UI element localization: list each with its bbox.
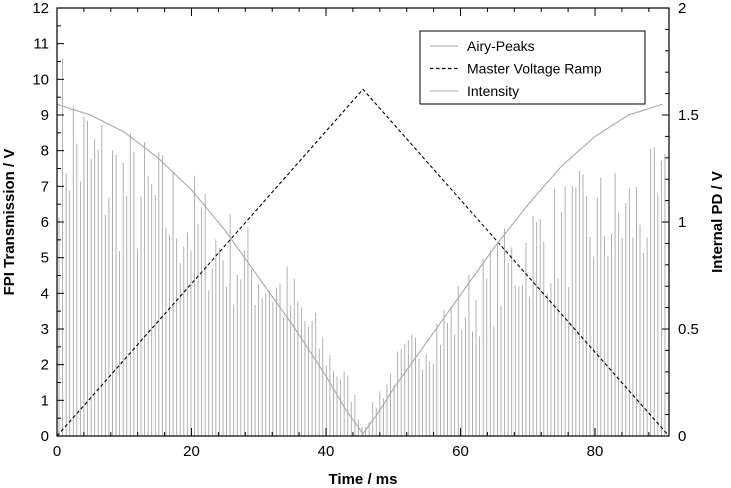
legend-label: Intensity <box>467 83 519 99</box>
line-series-layer <box>56 88 670 437</box>
master-voltage-ramp-line <box>56 88 670 437</box>
y-left-tick-label: 3 <box>41 321 49 338</box>
y-left-tick-label: 1 <box>41 392 49 409</box>
legend-label: Airy-Peaks <box>467 38 535 54</box>
y-left-tick-label: 2 <box>41 357 49 374</box>
intensity-line <box>56 103 663 435</box>
y-left-tick-label: 5 <box>41 250 49 267</box>
y-left-tick-label: 6 <box>41 214 49 231</box>
x-tick-label: 80 <box>587 443 604 460</box>
y-left-tick-label: 9 <box>41 107 49 124</box>
y-right-axis-title: Internal PD / V <box>709 171 726 273</box>
y-left-tick-label: 11 <box>33 36 49 53</box>
x-tick-label: 0 <box>53 443 61 460</box>
y-left-tick-label: 8 <box>41 143 49 160</box>
y-right-tick-label: 0.5 <box>678 321 699 338</box>
y-left-tick-label: 12 <box>32 0 49 17</box>
y-left-axis-title: FPI Transmission / V <box>1 149 18 296</box>
legend-box <box>419 30 646 105</box>
x-tick-label: 40 <box>318 443 335 460</box>
y-right-tick-label: 1.5 <box>678 107 699 124</box>
y-right-tick-label: 1 <box>678 214 686 231</box>
y-right-tick-label: 0 <box>678 428 686 445</box>
airy-peaks-series <box>58 58 666 436</box>
y-left-tick-label: 7 <box>41 178 49 195</box>
y-right-tick-label: 2 <box>678 0 686 17</box>
legend: Airy-Peaks Master Voltage Ramp Intensity <box>419 30 646 105</box>
x-axis-title: Time / ms <box>329 471 398 488</box>
y-left-tick-label: 4 <box>41 285 49 302</box>
y-left-tick-label: 0 <box>41 428 49 445</box>
x-tick-label: 20 <box>183 443 200 460</box>
legend-label: Master Voltage Ramp <box>467 61 602 77</box>
y-left-tick-label: 10 <box>32 71 49 88</box>
x-tick-label: 60 <box>452 443 469 460</box>
